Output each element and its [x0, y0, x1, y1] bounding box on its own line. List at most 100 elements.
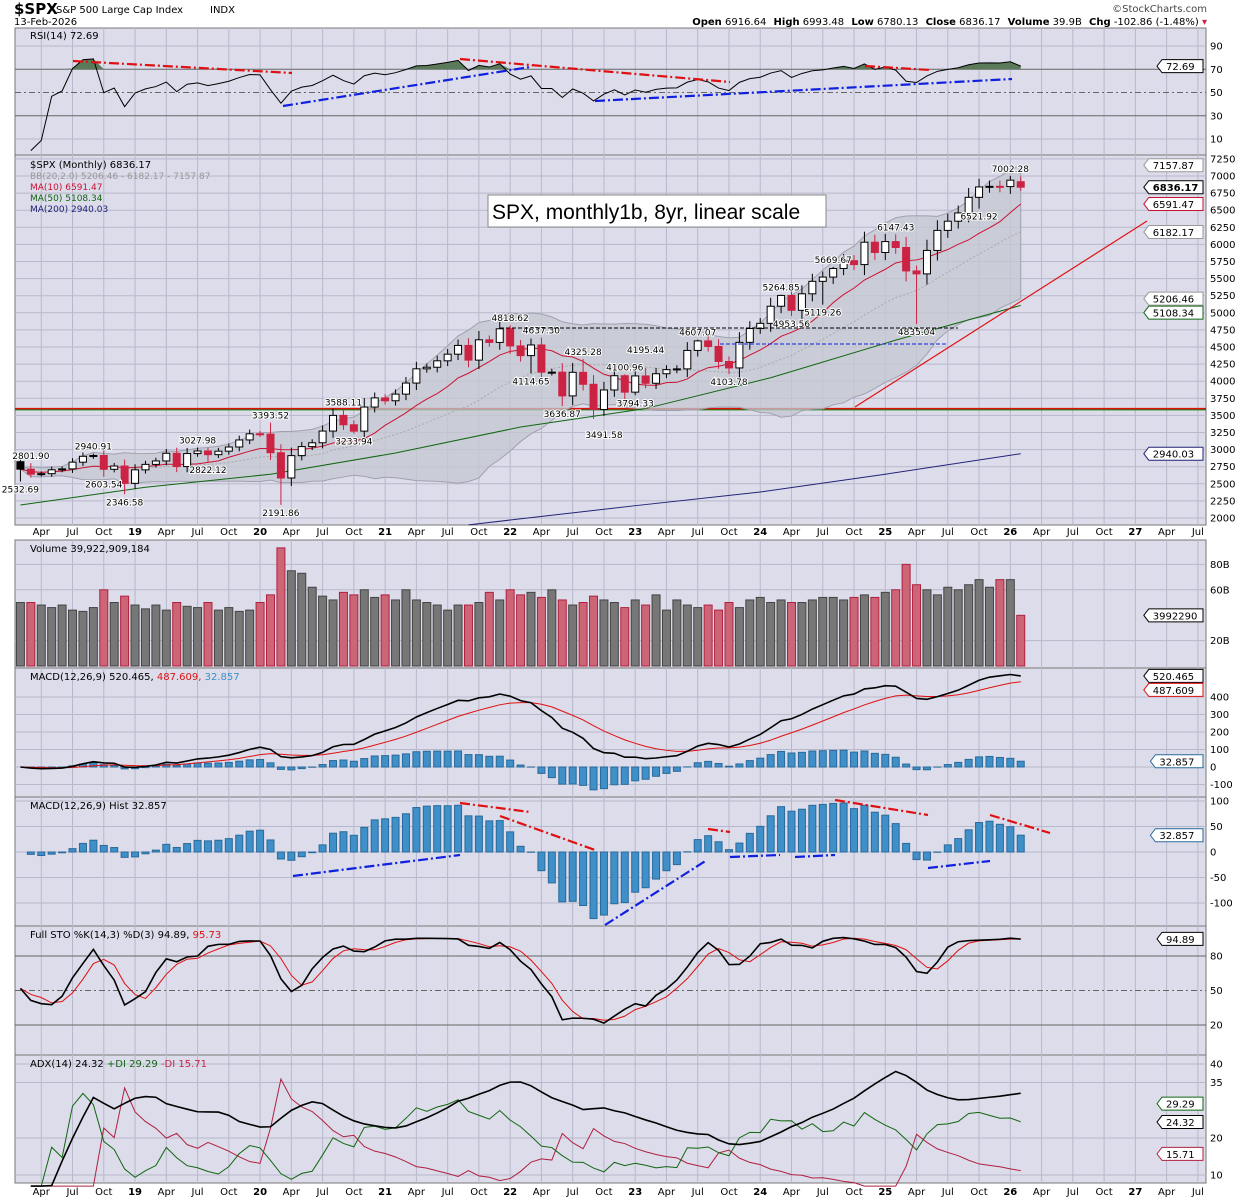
volume-bar [859, 594, 869, 667]
hist-bar [506, 831, 515, 853]
value-tag: 24.32 [1166, 1118, 1195, 1129]
volume-bar [547, 589, 557, 667]
hist-bar [995, 823, 1004, 853]
macd-hist-bar [151, 765, 160, 768]
x-axis-label: Apr [783, 1187, 801, 1198]
macd-hist-bar [954, 761, 963, 768]
value-tag-box [1156, 1096, 1204, 1111]
hist-bar [485, 820, 494, 853]
macd-hist-bar [641, 766, 650, 780]
volume-bar [536, 596, 546, 667]
value-tag: 72.69 [1166, 62, 1195, 73]
y-axis-label: 2000 [1210, 514, 1235, 525]
y-axis-label: 100 [1210, 745, 1229, 756]
volume-bar [88, 607, 98, 667]
hist-bar [1016, 834, 1025, 853]
chg-label: Chg [1089, 17, 1111, 28]
candle-body [683, 349, 692, 370]
value-tag-box [1156, 1115, 1204, 1130]
sto-legend-a: Full STO %K(14,3) %D(3) 94.89, [30, 930, 189, 941]
macd-hist-bar [589, 766, 598, 791]
x-axis-label: Jul [691, 1187, 704, 1198]
ma50-line [20, 304, 1021, 506]
macd-hist-bar [422, 750, 431, 768]
value-tag: 3992290 [1153, 611, 1198, 622]
hist-bar [797, 808, 806, 853]
chart-title: SPX, monthly1b, 8yr, linear scale [492, 201, 800, 224]
candle-body [89, 454, 98, 457]
x-axis-label: 23 [628, 527, 642, 538]
x-axis-label: Oct [220, 1187, 237, 1198]
volume-bar [255, 602, 265, 667]
candle-body [860, 241, 869, 266]
macd-hist-bar [172, 764, 181, 768]
candle-body [933, 229, 942, 251]
candle-body [266, 433, 275, 454]
candle-body [495, 328, 504, 343]
candle-body [224, 446, 233, 452]
value-tag: 520.465 [1153, 672, 1194, 683]
rsi-trendline-blue [282, 65, 531, 108]
value-tag: 94.89 [1166, 935, 1195, 946]
y-axis-label: 0 [1210, 763, 1216, 774]
x-axis-label: Oct [720, 527, 737, 538]
x-axis-label: Oct [95, 527, 112, 538]
hist-bar [818, 803, 827, 853]
x-axis-label: 25 [878, 1187, 892, 1198]
hist-bar [881, 814, 890, 853]
candle-body [203, 450, 212, 456]
candle-body [777, 294, 786, 307]
hist-bar [266, 839, 275, 853]
value-tag-box [1149, 828, 1204, 843]
candle-body [599, 389, 608, 411]
x-axis-label: Jul [191, 1187, 204, 1198]
x-axis-label: Oct [595, 527, 612, 538]
macd-hist-bar [808, 750, 817, 768]
volume-bar [766, 602, 776, 667]
volume-bar [568, 604, 578, 667]
hist-bar [256, 829, 265, 853]
hist-bar [943, 844, 952, 853]
low-label: Low [851, 17, 873, 28]
volume-bar [328, 599, 338, 667]
x-axis-label: 24 [753, 1187, 767, 1198]
trend-lines [72, 57, 1051, 926]
macd-hist-bar [495, 755, 504, 768]
x-axis-label: 21 [378, 1187, 392, 1198]
x-axis-label: Oct [595, 1187, 612, 1198]
candle-body [568, 371, 577, 397]
y-axis-label: 6000 [1210, 240, 1235, 251]
x-axis-label: 20 [253, 1187, 267, 1198]
value-tag-box [1143, 682, 1204, 697]
x-axis-label: Apr [158, 527, 176, 538]
price-annotation: 2603.54 [85, 481, 122, 491]
y-axis-label: 200 [1210, 728, 1229, 739]
volume-bar [943, 586, 953, 667]
x-axis-label: Oct [470, 1187, 487, 1198]
volume-bar [140, 608, 150, 667]
macd-hist-bar [214, 762, 223, 768]
value-tag-box [1143, 196, 1204, 211]
macd-hist-bar [662, 766, 671, 774]
volume-bar [57, 604, 67, 667]
volume-bar [161, 609, 171, 667]
x-axis-label: Apr [533, 1187, 551, 1198]
macd-hist-bar [1016, 760, 1025, 768]
hist-bar [78, 842, 87, 853]
volume-bar [151, 604, 161, 667]
value-tag: 487.609 [1153, 686, 1194, 697]
candle-body [68, 461, 77, 470]
macd-hist-bar [672, 766, 681, 772]
candle-body [756, 322, 765, 330]
hist-bar [516, 845, 525, 853]
symbol: $SPX [14, 0, 58, 18]
macd-hist-bar [401, 753, 410, 768]
candle-body [527, 344, 535, 357]
value-tag-box [1143, 180, 1204, 195]
hist-bar [589, 851, 598, 920]
macd-hist-bar [474, 754, 483, 768]
candle-body [422, 366, 431, 370]
hist-bar [141, 851, 150, 855]
y-axis-label: 100 [1210, 797, 1229, 808]
candle-body [349, 424, 358, 432]
